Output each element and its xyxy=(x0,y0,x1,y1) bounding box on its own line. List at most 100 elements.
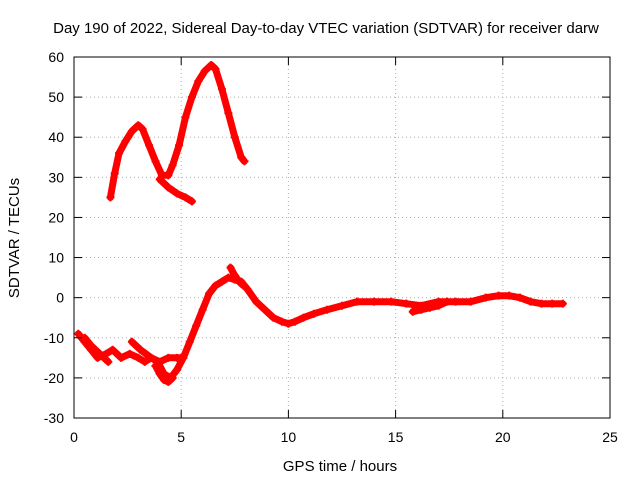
x-tick-label: 10 xyxy=(281,429,297,445)
data-point xyxy=(269,313,278,322)
data-point xyxy=(217,277,226,286)
data-point xyxy=(172,365,181,374)
data-point xyxy=(338,301,346,310)
data-point xyxy=(408,307,417,316)
y-tick-label: 40 xyxy=(48,129,64,145)
data-point xyxy=(451,297,460,306)
data-point xyxy=(110,169,119,178)
data-point xyxy=(310,309,319,318)
grid xyxy=(74,57,610,418)
data-point xyxy=(172,189,181,198)
data-point xyxy=(164,183,173,192)
y-tick-label: -10 xyxy=(44,330,64,346)
data-point xyxy=(466,297,475,306)
data-point xyxy=(80,333,89,342)
chart-title: Day 190 of 2022, Sidereal Day-to-day VTE… xyxy=(53,20,599,37)
data-point xyxy=(108,345,117,354)
series-peak-spike xyxy=(226,263,248,290)
y-tick-label: 30 xyxy=(48,169,64,185)
y-tick-label: -30 xyxy=(44,410,64,426)
data-point xyxy=(226,263,235,272)
data-point xyxy=(198,305,207,314)
x-tick-label: 20 xyxy=(495,429,511,445)
data-point xyxy=(145,141,154,150)
data-point xyxy=(134,353,143,362)
data-point xyxy=(121,137,130,146)
data-point xyxy=(217,85,226,94)
x-tick-label: 5 xyxy=(177,429,185,445)
data-point xyxy=(200,67,209,76)
data-point xyxy=(370,297,379,306)
data-point xyxy=(181,113,190,122)
data-point xyxy=(239,281,248,290)
data-point xyxy=(548,299,557,308)
data-point xyxy=(537,299,546,308)
data-point xyxy=(505,291,514,300)
data-point xyxy=(175,141,184,150)
data-point xyxy=(95,349,104,358)
data-point xyxy=(290,317,299,326)
data-point xyxy=(164,377,173,386)
data-point xyxy=(187,93,196,102)
data-point xyxy=(353,297,362,306)
data-point xyxy=(230,133,239,142)
data-point xyxy=(155,175,164,184)
data-point xyxy=(168,373,177,382)
series-early-loop xyxy=(80,333,113,366)
data-point xyxy=(252,297,261,306)
data-point xyxy=(164,353,173,362)
data-point xyxy=(140,357,149,366)
data-point xyxy=(284,319,293,328)
data-point xyxy=(260,305,269,314)
y-tick-label: 20 xyxy=(48,209,64,225)
data-point xyxy=(240,157,249,166)
axis-ticks: 0 5 10 15 20 25 -30 -20 -10 0 10 20 30 40 50 60 xyxy=(44,49,618,445)
data-point xyxy=(443,297,452,306)
data-point xyxy=(434,301,443,310)
data-point xyxy=(205,289,214,298)
series-line xyxy=(227,264,247,290)
data-point xyxy=(494,291,503,300)
data-point xyxy=(151,361,160,370)
y-axis-label: SDTVAR / TECUs xyxy=(6,178,23,298)
data-point xyxy=(187,197,196,206)
data-point xyxy=(526,297,535,306)
x-tick-label: 0 xyxy=(70,429,78,445)
data-point xyxy=(185,337,194,346)
data-point xyxy=(117,353,126,362)
data-point xyxy=(277,317,286,326)
data-point xyxy=(230,271,239,280)
data-point xyxy=(299,313,308,322)
series-afternoon-dip xyxy=(408,297,452,316)
series-line xyxy=(74,274,567,382)
data-point xyxy=(194,77,203,86)
y-tick-label: 10 xyxy=(48,250,64,266)
data-point xyxy=(168,161,177,170)
y-tick-label: 60 xyxy=(48,49,64,65)
data-point xyxy=(164,171,173,180)
data-point xyxy=(87,341,96,350)
data-point xyxy=(211,65,220,74)
data-point xyxy=(235,277,244,286)
series-upper-arc-tail xyxy=(155,175,196,206)
data-point xyxy=(134,121,143,130)
data-point xyxy=(151,157,160,166)
series-layer xyxy=(74,61,567,386)
data-point xyxy=(177,353,186,362)
data-point xyxy=(243,285,252,294)
data-point xyxy=(155,357,164,366)
data-point xyxy=(181,193,190,202)
data-point xyxy=(237,153,246,162)
data-point xyxy=(127,337,136,346)
x-tick-label: 25 xyxy=(602,429,618,445)
data-point xyxy=(106,193,115,202)
data-point xyxy=(160,375,169,384)
x-axis-label: GPS time / hours xyxy=(283,458,397,475)
data-point xyxy=(387,297,396,306)
y-tick-label: 50 xyxy=(48,89,64,105)
data-point xyxy=(515,293,524,302)
series-line xyxy=(81,334,112,366)
series-minimum-dip xyxy=(151,361,177,386)
